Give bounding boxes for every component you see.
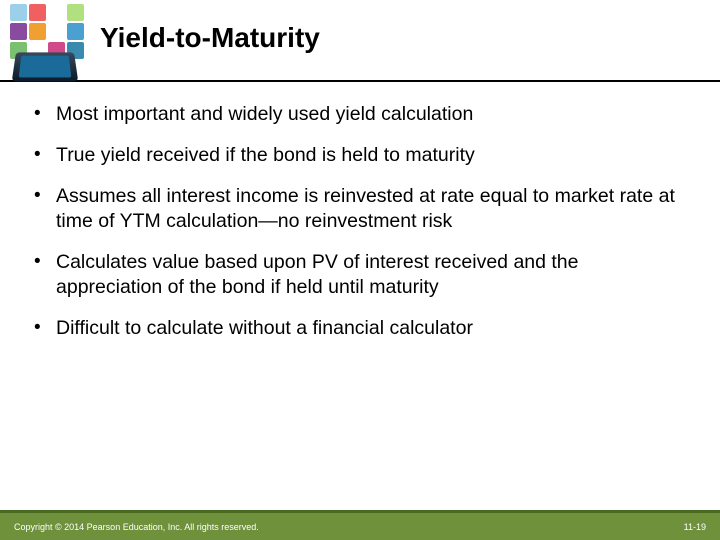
bullet-item: Difficult to calculate without a financi… [30,316,690,341]
logo-graphic [6,4,88,76]
bullet-list: Most important and widely used yield cal… [30,102,690,341]
bullet-item: Assumes all interest income is reinveste… [30,184,690,234]
bullet-item: Most important and widely used yield cal… [30,102,690,127]
tablet-icon [12,52,78,81]
slide-title: Yield-to-Maturity [100,22,320,54]
logo-app-icons [10,4,84,59]
page-number: 11-19 [684,522,706,532]
slide-footer: Copyright © 2014 Pearson Education, Inc.… [0,510,720,540]
slide-header: Yield-to-Maturity [0,0,720,82]
slide: Yield-to-Maturity Most important and wid… [0,0,720,540]
bullet-item: Calculates value based upon PV of intere… [30,250,690,300]
copyright-text: Copyright © 2014 Pearson Education, Inc.… [14,522,259,532]
bullet-item: True yield received if the bond is held … [30,143,690,168]
slide-content: Most important and widely used yield cal… [0,82,720,341]
